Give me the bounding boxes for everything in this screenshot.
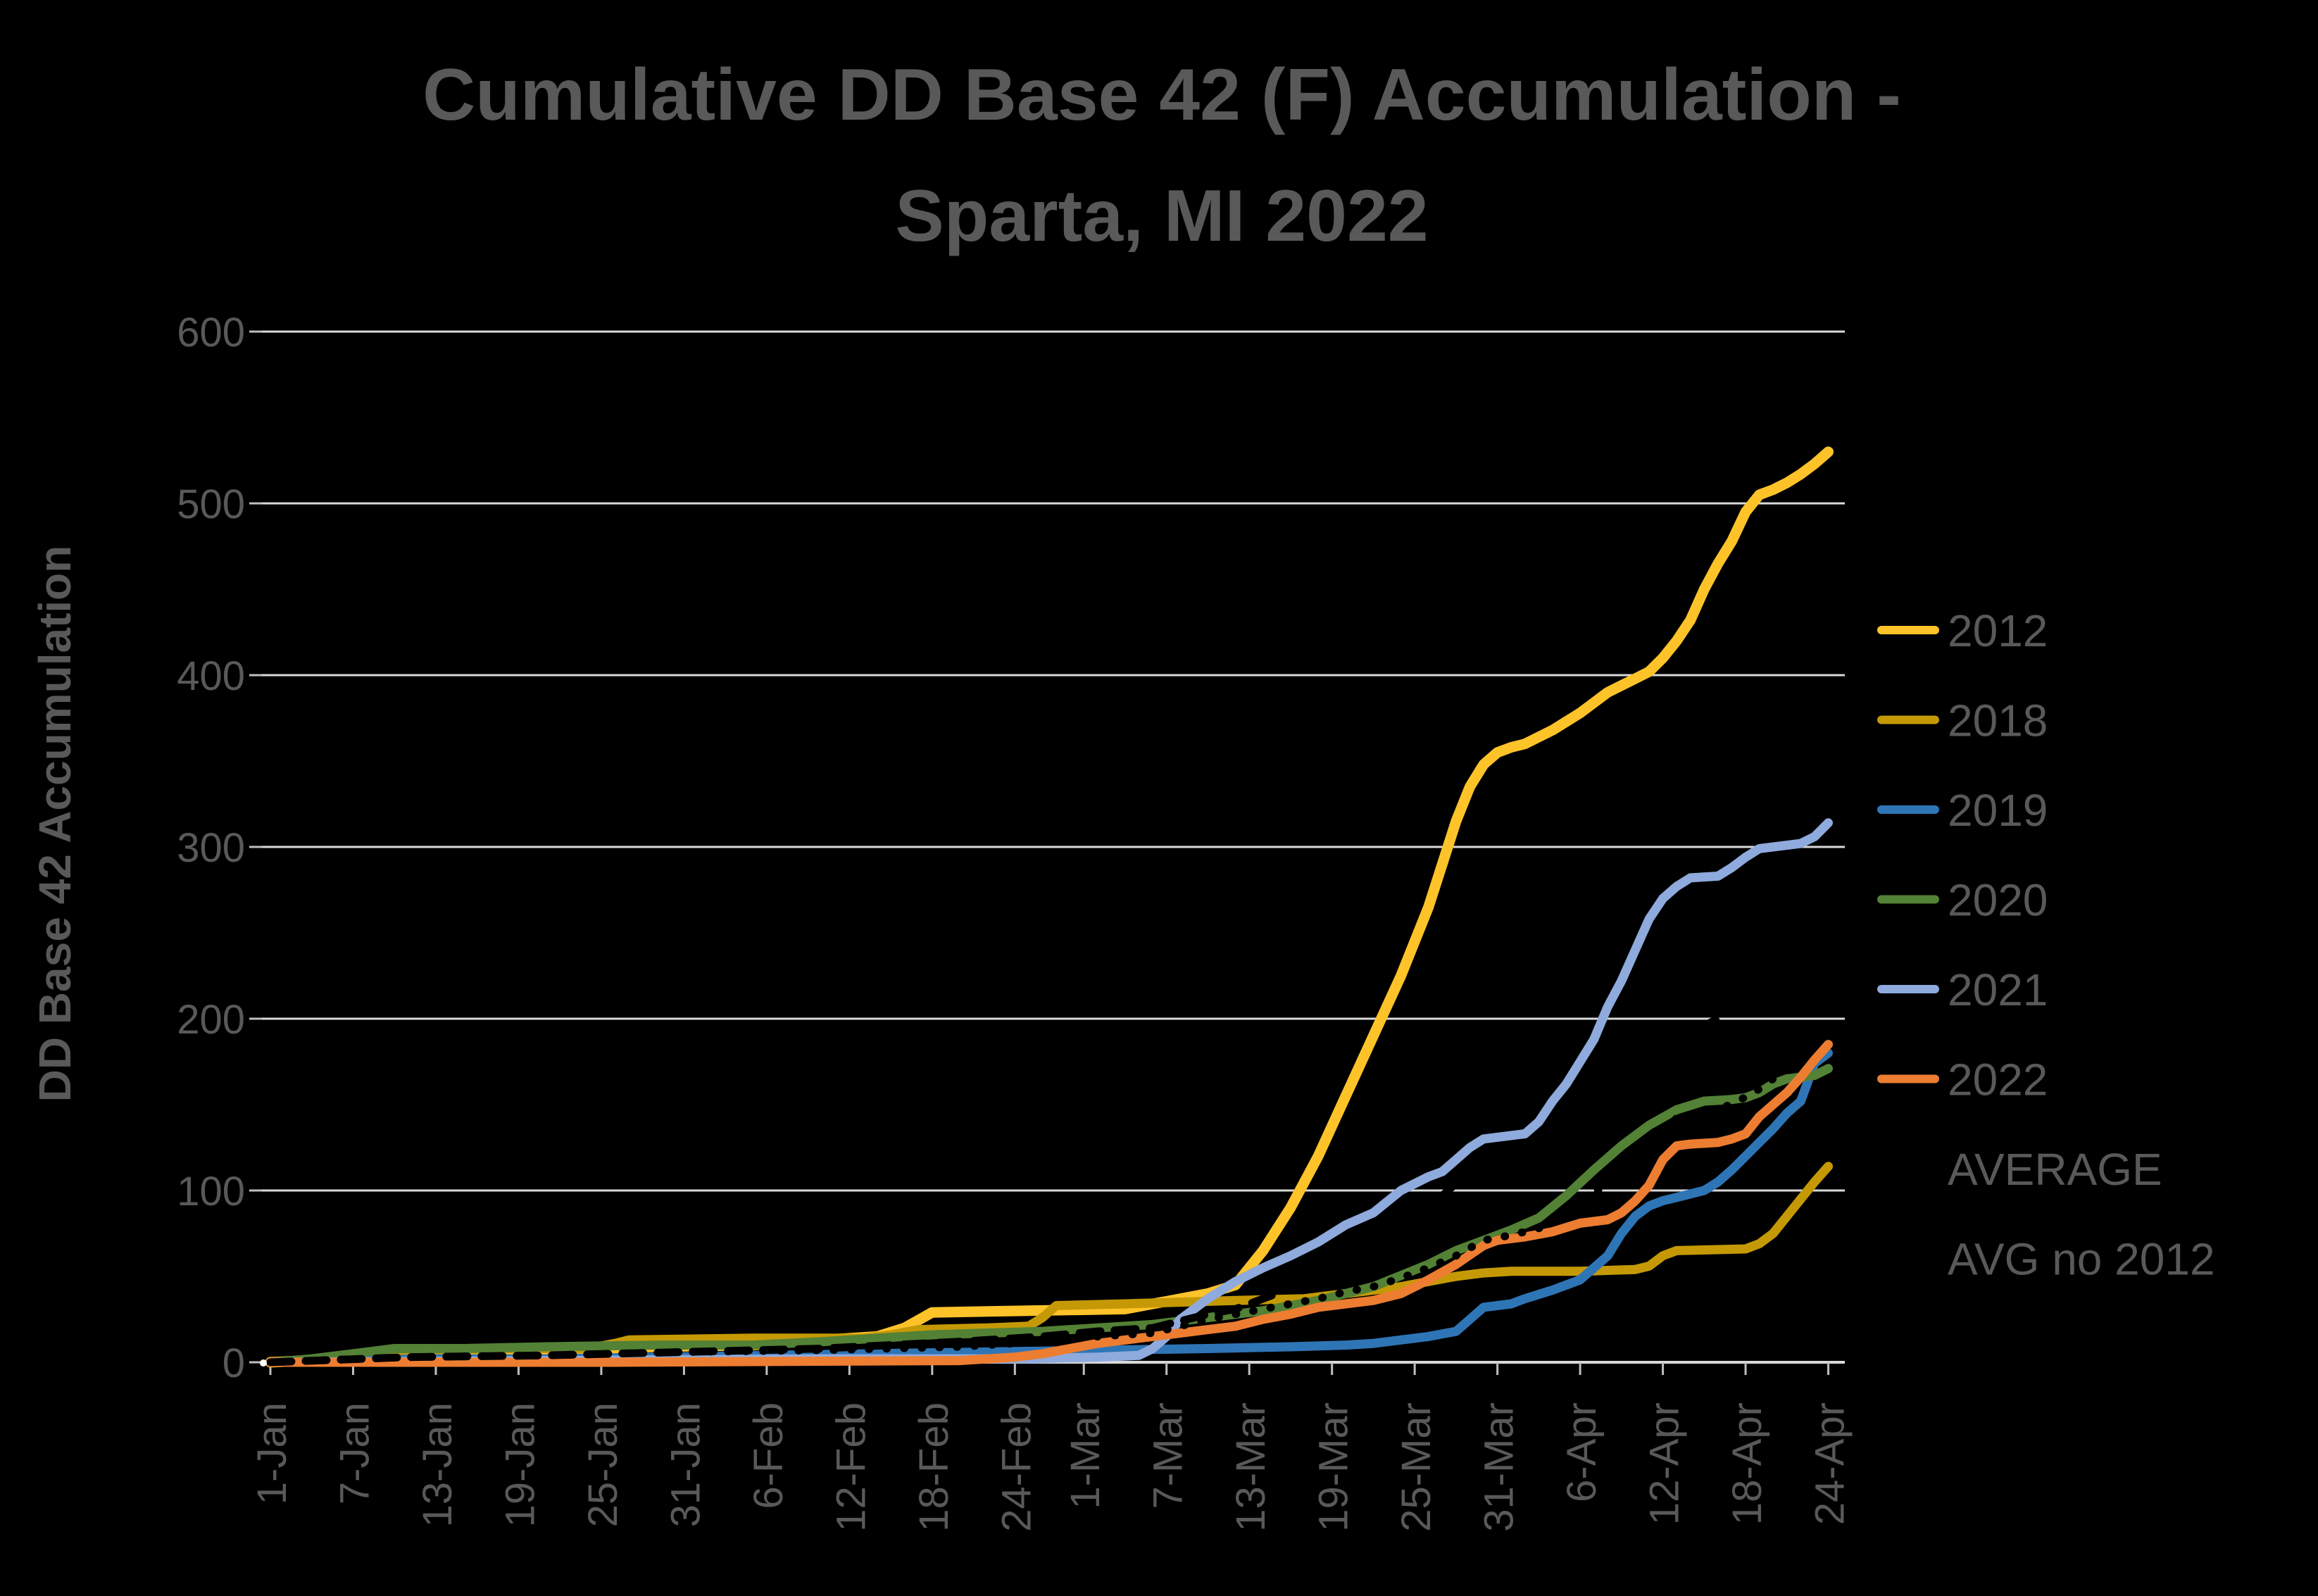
legend-item-2018[interactable]: 2018: [1877, 696, 2048, 746]
x-tick-label-7-Mar: 7-Mar: [1146, 1402, 1191, 1509]
chart-title-line-1: Cumulative DD Base 42 (F) Accumulation -: [422, 54, 1901, 136]
legend-item-2021[interactable]: 2021: [1877, 964, 2048, 1015]
x-tick-label-18-Feb: 18-Feb: [911, 1402, 957, 1532]
legend-label-2019: 2019: [1948, 785, 2048, 836]
legend-label-2021: 2021: [1948, 964, 2048, 1015]
x-tick-label-1-Jan: 1-Jan: [249, 1402, 295, 1504]
y-tick-label-100: 100: [177, 1169, 245, 1214]
y-tick-label-400: 400: [177, 653, 245, 699]
y-tick-label-200: 200: [177, 997, 245, 1043]
x-tick-label-12-Apr: 12-Apr: [1642, 1402, 1688, 1525]
y-tick-label-600: 600: [177, 310, 245, 356]
y-tick-label-500: 500: [177, 482, 245, 527]
origin-marker: [260, 1359, 267, 1366]
x-tick-label-31-Mar: 31-Mar: [1477, 1402, 1522, 1532]
legend-label-average: AVERAGE: [1948, 1144, 2162, 1195]
x-tick-label-18-Apr: 18-Apr: [1724, 1402, 1770, 1525]
x-tick-label-31-Jan: 31-Jan: [663, 1402, 708, 1527]
x-tick-label-25-Jan: 25-Jan: [580, 1402, 626, 1527]
y-tick-label-300: 300: [177, 825, 245, 871]
legend-item-2019[interactable]: 2019: [1877, 785, 2048, 836]
x-tick-label-19-Mar: 19-Mar: [1311, 1402, 1357, 1532]
series-2019: [265, 1048, 1833, 1367]
x-axis-tick-labels: 1-Jan 7-Jan 13-Jan 19-Jan 25-Jan 31-Jan 6-Feb 1…: [249, 1402, 1853, 1532]
x-tick-label-6-Apr: 6-Apr: [1559, 1402, 1605, 1502]
series-avg-no-2012: [266, 1026, 1832, 1366]
x-tick-label-1-Mar: 1-Mar: [1063, 1402, 1108, 1509]
x-tick-label-25-Mar: 25-Mar: [1393, 1402, 1439, 1532]
legend-label-2020: 2020: [1948, 875, 2048, 926]
legend-label-2018: 2018: [1948, 696, 2048, 746]
legend-item-average[interactable]: AVERAGE: [1877, 1144, 2162, 1195]
plot-series: [265, 446, 1834, 1368]
x-tick-label-7-Jan: 7-Jan: [332, 1402, 377, 1504]
y-axis-tick-labels: 0 100 200 300 400 500 600: [177, 310, 245, 1386]
x-tick-label-24-Feb: 24-Feb: [994, 1402, 1039, 1532]
legend-item-2020[interactable]: 2020: [1877, 875, 2048, 926]
x-tick-label-24-Apr: 24-Apr: [1808, 1402, 1853, 1525]
legend-label-2012: 2012: [1948, 605, 2048, 656]
y-axis-title: DD Base 42 Accumulation: [30, 546, 80, 1102]
legend-item-avg-no-2012[interactable]: AVG no 2012: [1877, 1234, 2215, 1285]
x-tick-label-13-Jan: 13-Jan: [415, 1402, 461, 1527]
chart-title-line-2: Sparta, MI 2022: [895, 175, 1428, 257]
series-2022: [265, 1040, 1833, 1367]
series-average: [266, 930, 1832, 1366]
legend: 2012 2018 2019 2020 2021 2022 AVERAGE AVG no 20…: [1877, 605, 2215, 1285]
x-tick-label-6-Feb: 6-Feb: [746, 1402, 791, 1509]
x-tick-label-12-Feb: 12-Feb: [828, 1402, 874, 1532]
x-tick-label-19-Jan: 19-Jan: [497, 1402, 543, 1527]
legend-label-2022: 2022: [1948, 1055, 2048, 1105]
axis-ticks: [249, 330, 1830, 1375]
legend-label-avg-no-2012: AVG no 2012: [1948, 1234, 2215, 1285]
y-tick-label-0: 0: [223, 1340, 245, 1386]
x-tick-label-13-Mar: 13-Mar: [1228, 1402, 1274, 1532]
legend-item-2012[interactable]: 2012: [1877, 605, 2048, 656]
legend-item-2022[interactable]: 2022: [1877, 1055, 2048, 1105]
